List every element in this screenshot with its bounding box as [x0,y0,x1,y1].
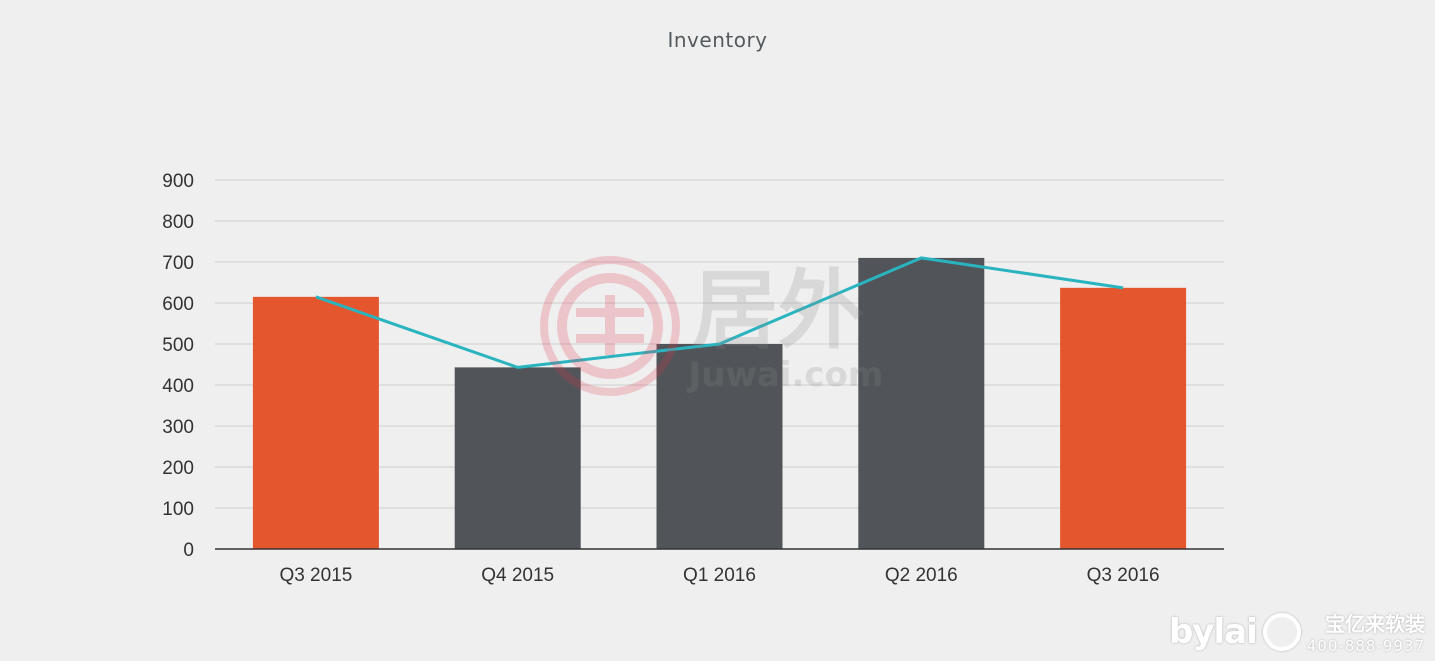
bar [454,367,581,549]
y-tick-label: 600 [162,294,194,315]
bar [252,296,379,549]
y-tick-label: 400 [162,376,194,397]
x-tick-label: Q1 2016 [683,565,756,586]
y-tick-label: 300 [162,417,194,438]
brand-cn-block: 宝亿来软装 400-888-9937 [1307,608,1425,655]
brand-word: bylai [1168,611,1258,652]
y-tick-label: 700 [162,253,194,274]
y-tick-label: 200 [162,458,194,479]
x-tick-label: Q3 2016 [1087,565,1160,586]
watermark-logo-icon [540,256,680,396]
y-tick-label: 500 [162,335,194,356]
x-axis-ticks: Q3 2015 Q4 2015 Q1 2016 Q2 2016 Q3 2016 [279,565,1159,586]
brand-footer: bylai 宝亿来软装 400-888-9937 [1168,608,1425,656]
bar [656,344,783,549]
y-tick-label: 0 [183,540,194,561]
line-series [315,256,1124,369]
brand-logo-icon [1262,612,1301,651]
trend-line [315,256,1124,369]
x-tick-label: Q3 2015 [279,565,352,586]
watermark-cn: 居外 [692,261,864,361]
bar [858,257,985,549]
x-tick-label: Q4 2015 [481,565,554,586]
y-tick-label: 900 [162,171,194,192]
y-axis-ticks: 0 100 200 300 400 500 600 700 800 900 [162,171,194,561]
watermark-url: Juwai.com [687,355,884,395]
juwai-watermark: 居外 Juwai.com [540,256,884,396]
y-tick-label: 100 [162,499,194,520]
chart-title: Inventory [667,28,768,52]
y-tick-label: 800 [162,212,194,233]
bars [252,257,1187,549]
x-tick-label: Q2 2016 [885,565,958,586]
bar [1060,287,1187,549]
brand-cn-name: 宝亿来软装 [1325,612,1425,636]
brand-phone: 400-888-9937 [1306,637,1425,655]
